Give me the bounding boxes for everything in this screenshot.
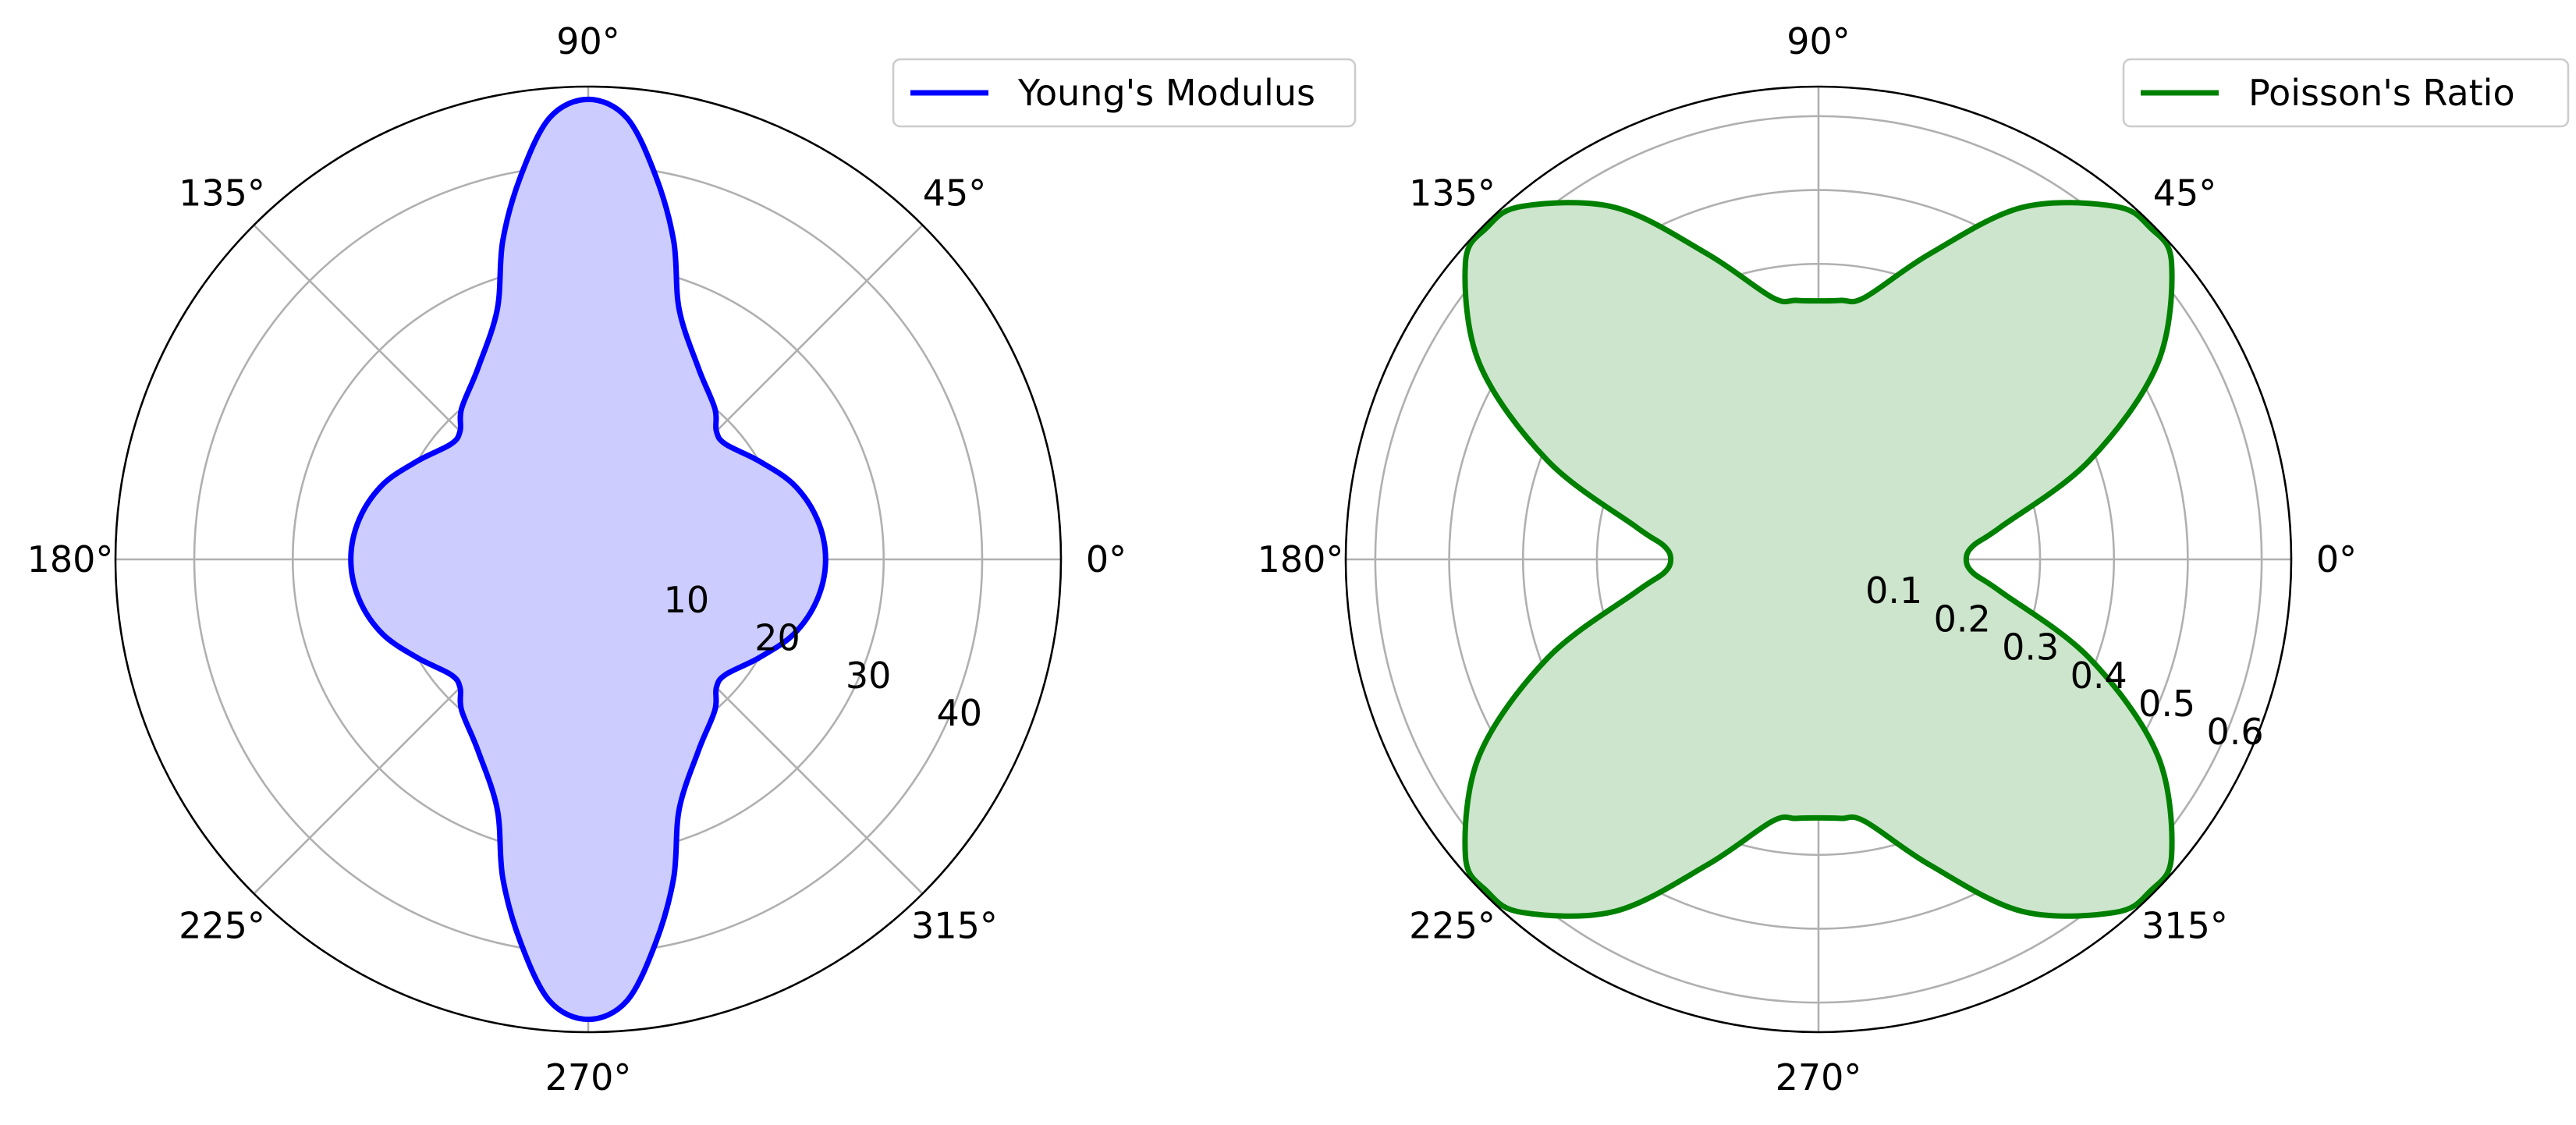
radial-tick-label: 40 xyxy=(937,692,983,734)
polar-chart-poissons-ratio: 0°45°90°135°180°225°270°315° 0.10.20.30.… xyxy=(1258,20,2570,1098)
theta-tick-label: 135° xyxy=(1409,172,1496,214)
radial-tick-label: 0.2 xyxy=(1934,598,1991,640)
poissons-ratio-series-line xyxy=(1462,200,2175,919)
theta-tick-label: 225° xyxy=(179,905,265,947)
radial-tick-label: 0.1 xyxy=(1865,570,1922,612)
theta-tick-label: 90° xyxy=(1787,20,1850,62)
theta-tick-label: 45° xyxy=(923,172,987,214)
theta-tick-label: 45° xyxy=(2153,172,2217,214)
radial-tick-label: 0.6 xyxy=(2207,711,2264,753)
theta-tick-label: 0° xyxy=(2316,538,2357,580)
theta-tick-labels: 0° 45° 90° 135° 180° 225° 270° 315° xyxy=(27,20,1127,1098)
legend[interactable]: Poisson's Ratio xyxy=(2122,58,2570,128)
radial-tick-labels: 10 20 30 40 xyxy=(664,579,982,734)
legend-label-poissons-ratio: Poisson's Ratio xyxy=(2248,72,2515,114)
polar-frame xyxy=(114,85,1063,1034)
theta-tick-labels: 0° 45° 90° 135° 180° 225° 270° 315° xyxy=(1258,20,2358,1098)
theta-tick-label: 315° xyxy=(2141,905,2228,947)
theta-tick-label: 135° xyxy=(179,172,265,214)
radial-tick-label: 30 xyxy=(846,655,892,697)
theta-tick-label: 0° xyxy=(1086,538,1127,580)
polar-frame xyxy=(1344,85,2293,1034)
legend[interactable]: Young's Modulus xyxy=(892,58,1357,128)
theta-tick-label: 180° xyxy=(27,538,114,580)
radial-tick-label: 0.5 xyxy=(2138,683,2195,725)
youngs-modulus-fill-area xyxy=(350,99,826,1020)
legend-label-youngs-modulus: Young's Modulus xyxy=(1017,72,1315,114)
radial-tick-label: 20 xyxy=(754,616,800,658)
theta-tick-label: 90° xyxy=(556,20,620,62)
legend-box xyxy=(892,58,1357,128)
legend-box xyxy=(2122,58,2570,128)
radial-tick-label: 0.4 xyxy=(2070,655,2127,697)
theta-tick-label: 315° xyxy=(911,905,998,947)
theta-tick-label: 270° xyxy=(545,1056,632,1098)
theta-tick-label: 270° xyxy=(1776,1056,1862,1098)
radial-tick-label: 10 xyxy=(664,579,710,621)
theta-tick-label: 225° xyxy=(1409,905,1496,947)
radial-tick-label: 0.3 xyxy=(2002,626,2059,669)
youngs-modulus-series-line xyxy=(348,96,829,1023)
polar-chart-youngs-modulus: 0° 45° 90° 135° 180° 225° 270° 315° 10 20 30 40 Yo… xyxy=(27,20,1357,1098)
poissons-ratio-fill-area xyxy=(1464,202,2173,917)
radial-tick-labels: 0.1 0.2 0.3 0.4 0.5 0.6 xyxy=(1865,570,2264,753)
theta-tick-label: 180° xyxy=(1258,538,1344,580)
